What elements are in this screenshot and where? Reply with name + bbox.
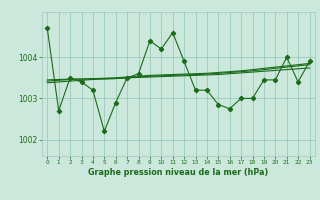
X-axis label: Graphe pression niveau de la mer (hPa): Graphe pression niveau de la mer (hPa) — [88, 168, 268, 177]
